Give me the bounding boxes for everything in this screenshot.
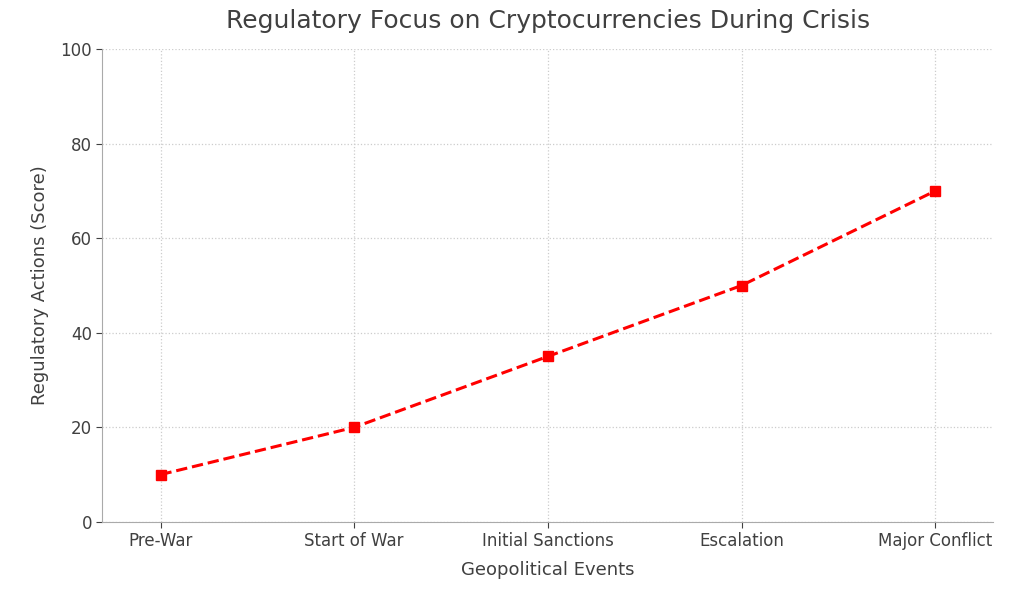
Y-axis label: Regulatory Actions (Score): Regulatory Actions (Score) xyxy=(32,166,49,405)
X-axis label: Geopolitical Events: Geopolitical Events xyxy=(461,561,635,580)
Title: Regulatory Focus on Cryptocurrencies During Crisis: Regulatory Focus on Cryptocurrencies Dur… xyxy=(225,9,870,33)
